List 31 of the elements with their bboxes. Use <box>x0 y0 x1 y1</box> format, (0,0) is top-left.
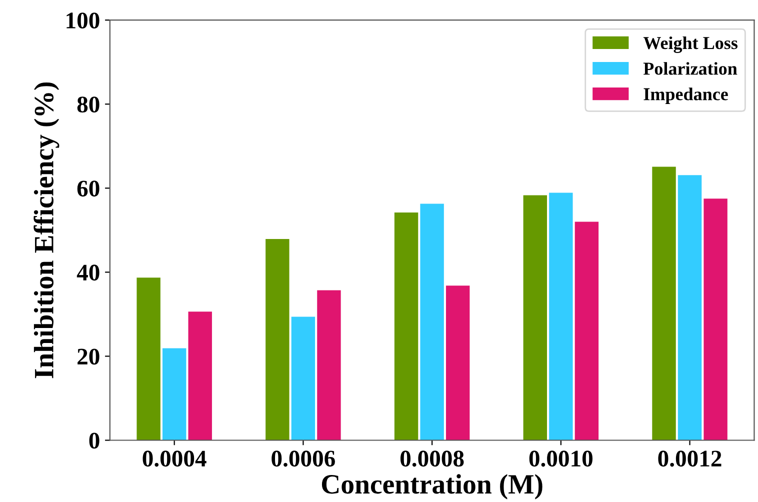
x-axis-title: Concentration (M) <box>322 474 542 500</box>
bar <box>446 286 470 440</box>
bar <box>266 238 290 440</box>
bar <box>549 192 573 440</box>
x-tick-label: 0.0010 <box>529 450 592 467</box>
bar <box>523 195 548 440</box>
y-tick-label: 60 <box>77 180 100 197</box>
bar <box>136 278 160 440</box>
x-tick-label: 0.0008 <box>400 450 464 467</box>
x-tick-label: 0.0012 <box>658 450 722 467</box>
legend-label: Weight Loss <box>643 36 738 53</box>
bar <box>574 222 599 440</box>
y-tick-label: 100 <box>66 12 100 29</box>
y-tick-label: 40 <box>76 264 100 281</box>
bar <box>291 316 316 440</box>
bar <box>652 166 676 440</box>
bar <box>678 175 702 440</box>
y-tick-label: 80 <box>77 96 100 113</box>
x-tick-label: 0.0006 <box>272 450 335 467</box>
y-axis-title: Inhibition Efficiency (%) <box>34 82 60 378</box>
x-tick-label: 0.0004 <box>142 450 206 467</box>
bar <box>317 290 341 440</box>
legend-label: Impedance <box>644 88 728 104</box>
bar <box>188 312 212 440</box>
legend-label: Polarization <box>643 62 738 75</box>
bar <box>420 204 444 440</box>
bar <box>394 212 418 440</box>
bar <box>704 198 728 440</box>
y-tick-label: 20 <box>78 348 100 365</box>
bar <box>162 348 186 440</box>
y-tick-label: 0 <box>89 432 100 449</box>
